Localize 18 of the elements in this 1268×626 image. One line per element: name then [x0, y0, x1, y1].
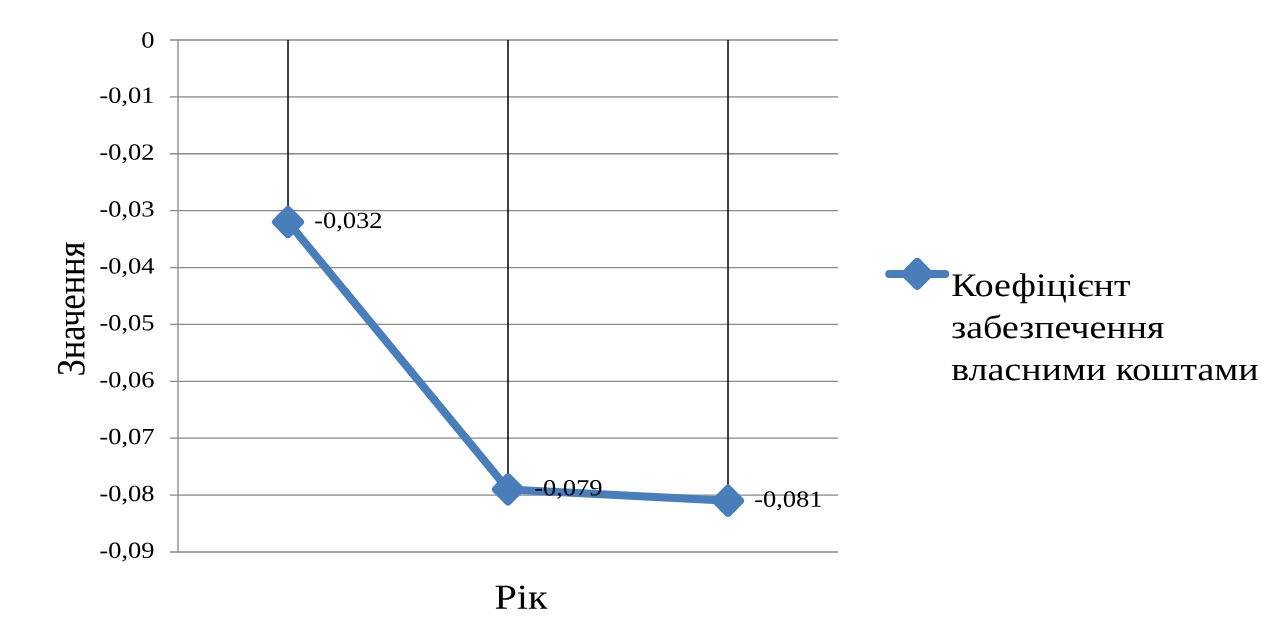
y-tick-label: -0,04: [100, 258, 155, 277]
y-axis-title: Значення: [57, 242, 85, 375]
y-tick-label: -0,05: [100, 315, 154, 334]
y-tick-label: -0,07: [100, 428, 154, 448]
y-tick-label: -0,03: [100, 201, 154, 221]
y-tick-label: -0,01: [100, 87, 153, 107]
data-label: -0,081: [755, 491, 821, 511]
x-axis-title: Рік: [495, 585, 548, 609]
y-tick-label: -0,09: [100, 542, 154, 562]
data-label: -0,032: [315, 212, 382, 232]
y-tick-label: -0,08: [100, 485, 154, 505]
y-tick-label: -0,02: [100, 144, 154, 164]
y-tick-label: -0,06: [100, 371, 154, 391]
legend-label: Коефіцієнт забезпечення власними коштами: [951, 273, 1258, 381]
point: [491, 473, 525, 506]
point: [271, 206, 305, 239]
y-tick-label: 0: [142, 32, 154, 48]
point: [711, 484, 745, 517]
